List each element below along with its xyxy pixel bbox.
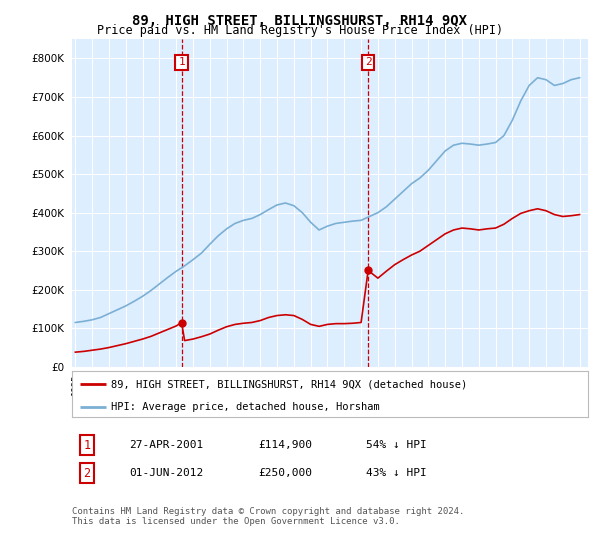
Text: HPI: Average price, detached house, Horsham: HPI: Average price, detached house, Hors… — [110, 402, 379, 412]
Text: 89, HIGH STREET, BILLINGSHURST, RH14 9QX: 89, HIGH STREET, BILLINGSHURST, RH14 9QX — [133, 14, 467, 28]
Text: £250,000: £250,000 — [258, 468, 312, 478]
Text: 89, HIGH STREET, BILLINGSHURST, RH14 9QX (detached house): 89, HIGH STREET, BILLINGSHURST, RH14 9QX… — [110, 379, 467, 389]
Text: £114,900: £114,900 — [258, 440, 312, 450]
Text: 2: 2 — [365, 57, 371, 67]
Text: 43% ↓ HPI: 43% ↓ HPI — [366, 468, 427, 478]
Text: 1: 1 — [178, 57, 185, 67]
Text: 01-JUN-2012: 01-JUN-2012 — [129, 468, 203, 478]
Text: 2: 2 — [83, 466, 91, 480]
Text: Contains HM Land Registry data © Crown copyright and database right 2024.
This d: Contains HM Land Registry data © Crown c… — [72, 507, 464, 526]
Text: Price paid vs. HM Land Registry's House Price Index (HPI): Price paid vs. HM Land Registry's House … — [97, 24, 503, 37]
Text: 27-APR-2001: 27-APR-2001 — [129, 440, 203, 450]
Text: 1: 1 — [83, 438, 91, 452]
Text: 54% ↓ HPI: 54% ↓ HPI — [366, 440, 427, 450]
